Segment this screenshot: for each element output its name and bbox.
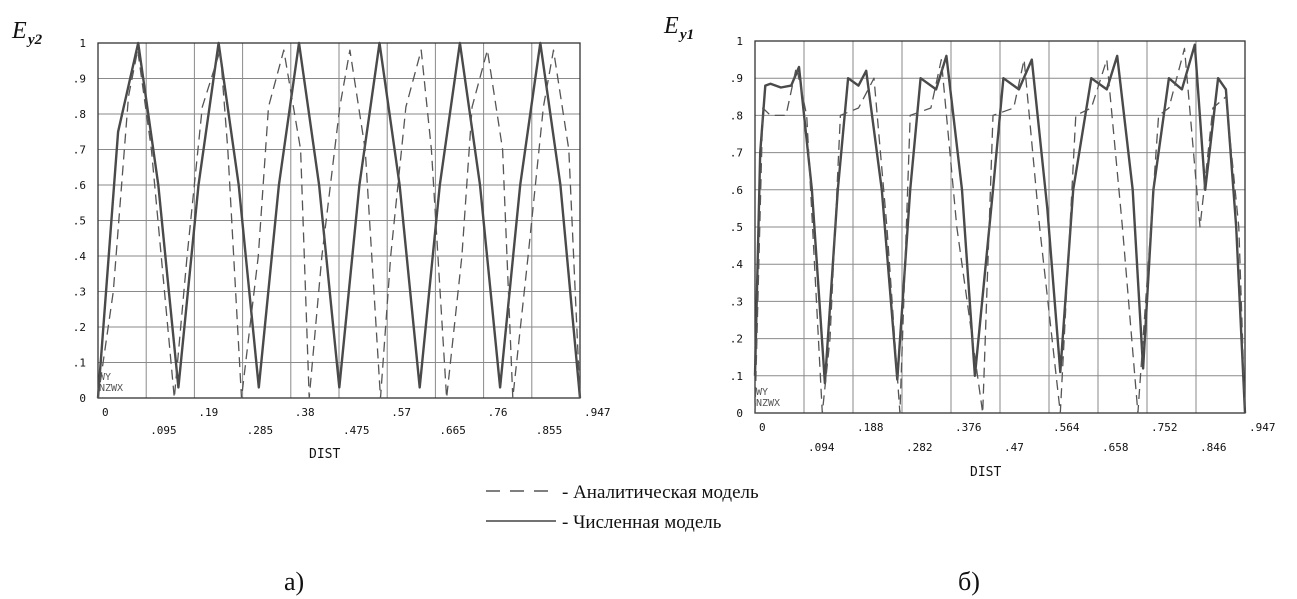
x-tick-label: .376 <box>955 421 982 434</box>
x-tick-label: .38 <box>295 406 315 419</box>
x-tick-label: .846 <box>1200 441 1227 454</box>
panel-caption-a: a) <box>284 567 304 596</box>
x-tick-label: 0 <box>759 421 766 434</box>
x-tick-label: .285 <box>247 424 274 437</box>
axes-orientation-label: WY <box>756 387 768 398</box>
y-tick-label: .1 <box>73 357 86 370</box>
legend: - Аналитическая модель - Численная модел… <box>486 482 759 533</box>
y-axis-label: E <box>11 18 27 44</box>
y-axis-label-sub: y1 <box>678 27 694 43</box>
y-tick-label: .9 <box>730 72 743 85</box>
axes-orientation-label: WY <box>99 372 111 383</box>
x-axis-label: DIST <box>970 465 1001 480</box>
x-tick-label: .47 <box>1004 441 1024 454</box>
x-tick-label: .752 <box>1151 421 1178 434</box>
x-tick-label: .095 <box>150 424 177 437</box>
x-tick-label: .57 <box>391 406 411 419</box>
y-tick-label: .5 <box>73 215 86 228</box>
y-tick-label: .3 <box>73 286 86 299</box>
x-tick-label: .282 <box>906 441 933 454</box>
x-tick-label: .947 <box>584 406 611 419</box>
y-tick-label: 1 <box>736 35 743 48</box>
chart-b: 0 .1 .2 .3 .4 .5 .6 .7 .8 .9 1 0 .188 .376 .564 .752 .94… <box>663 13 1276 480</box>
chart-a: 0 .1 .2 .3 .4 .5 .6 .7 .8 .9 1 0 .19 .38 .57 .76 .947 .09… <box>11 18 611 462</box>
legend-numeric-label: - Численная модель <box>562 512 722 533</box>
y-tick-label: .9 <box>73 73 86 86</box>
plot-frame <box>754 40 1246 414</box>
y-tick-label: .4 <box>730 258 744 271</box>
y-tick-label: 0 <box>79 392 86 405</box>
legend-analytic-label: - Аналитическая модель <box>562 482 759 503</box>
x-tick-label: .19 <box>198 406 218 419</box>
series-line-numeric <box>96 41 582 399</box>
axes-orientation-label: NZWX <box>99 383 123 394</box>
y-tick-label: 0 <box>736 407 743 420</box>
y-tick-label: 1 <box>79 37 86 50</box>
x-tick-label: .855 <box>536 424 563 437</box>
series-line-analytic <box>754 47 1246 414</box>
x-tick-label: .188 <box>857 421 884 434</box>
x-tick-label: .475 <box>343 424 370 437</box>
y-tick-label: .7 <box>730 147 743 160</box>
y-tick-label: .6 <box>73 179 86 192</box>
y-axis-label-sub: y2 <box>26 32 43 48</box>
x-tick-label: .564 <box>1053 421 1080 434</box>
y-tick-label: .3 <box>730 295 743 308</box>
plot-frame <box>97 42 581 399</box>
panel-caption-b: б) <box>958 567 980 596</box>
y-tick-label: .6 <box>730 184 743 197</box>
axes-orientation-label: NZWX <box>756 398 780 409</box>
y-tick-label: .5 <box>730 221 743 234</box>
series-line-analytic <box>97 49 581 399</box>
y-tick-label: .4 <box>73 250 87 263</box>
x-tick-label: .665 <box>439 424 466 437</box>
y-tick-label: .7 <box>73 144 86 157</box>
y-tick-label: .2 <box>73 321 86 334</box>
x-tick-label: .094 <box>808 441 835 454</box>
y-tick-label: .8 <box>730 109 743 122</box>
y-axis-label: E <box>663 13 679 39</box>
y-tick-label: .1 <box>730 370 743 383</box>
x-tick-label: 0 <box>102 406 109 419</box>
x-tick-label: .658 <box>1102 441 1129 454</box>
x-axis-label: DIST <box>309 447 340 462</box>
x-tick-label: .76 <box>488 406 508 419</box>
x-tick-label: .947 <box>1249 421 1276 434</box>
y-tick-label: .2 <box>730 333 743 346</box>
y-tick-label: .8 <box>73 108 86 121</box>
